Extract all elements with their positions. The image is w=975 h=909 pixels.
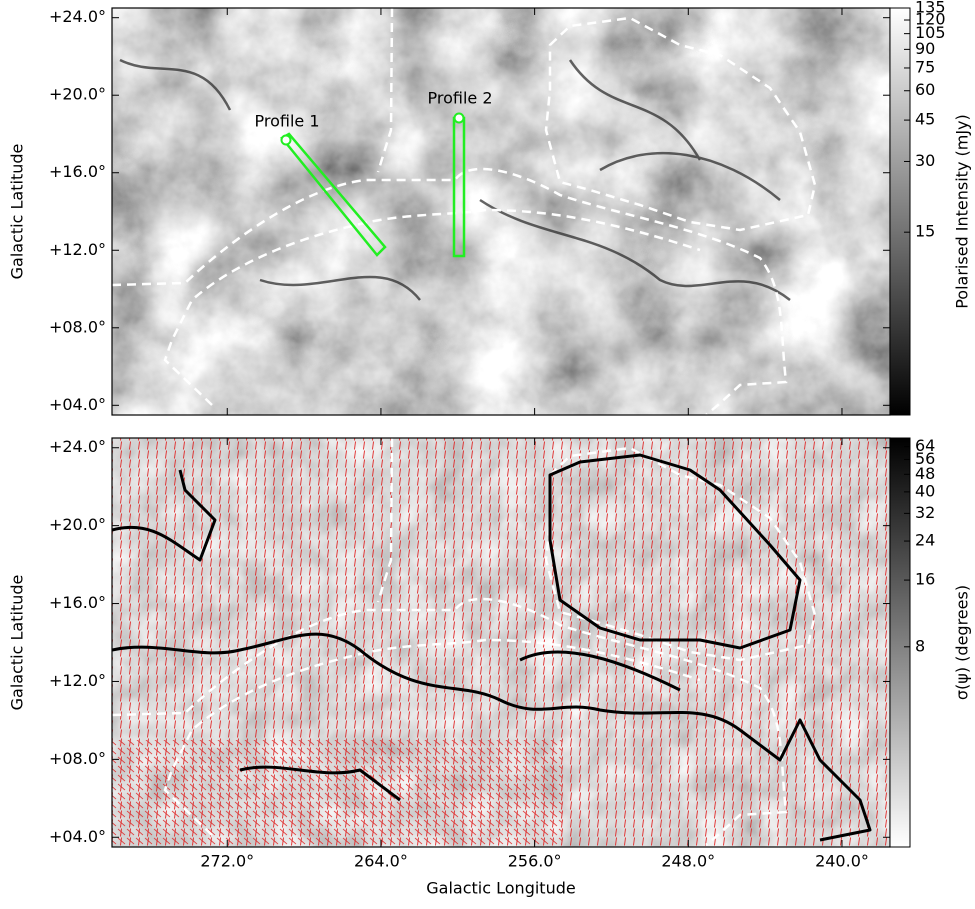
- annotation: Profile 1: [254, 112, 319, 131]
- y-tick-label: +12.0°: [49, 240, 106, 259]
- colorbar-tick-label: 75: [915, 57, 935, 76]
- colorbar-tick-label: 30: [915, 151, 935, 170]
- colorbar-tick-label: 135: [915, 0, 946, 17]
- x-axis-label: Galactic Longitude: [426, 879, 575, 898]
- colorbar: [889, 7, 911, 416]
- y-tick-label: +04.0°: [49, 395, 106, 414]
- x-tick-label: 240.0°: [815, 852, 869, 871]
- top-image: [112, 8, 890, 415]
- y-axis-label: Galactic Latitude: [8, 575, 27, 711]
- colorbar-label: σ(ψ) (degrees): [953, 585, 972, 700]
- y-tick-label: +24.0°: [49, 437, 106, 456]
- colorbar-tick-label: 120: [915, 10, 946, 29]
- y-tick-label: +20.0°: [49, 85, 106, 104]
- colorbar-tick-label: 32: [915, 503, 935, 522]
- colorbar-tick-label: 16: [915, 570, 935, 589]
- x-tick-label: 248.0°: [661, 852, 715, 871]
- colorbar-tick-label: 48: [915, 464, 935, 483]
- annotation: Profile 2: [427, 89, 492, 108]
- y-tick-label: +12.0°: [49, 671, 106, 690]
- y-tick-label: +20.0°: [49, 515, 106, 534]
- y-tick-label: +16.0°: [49, 162, 106, 181]
- x-tick-label: 256.0°: [508, 852, 562, 871]
- colorbar-tick-label: 15: [915, 222, 935, 241]
- y-axis-label: Galactic Latitude: [8, 144, 27, 280]
- colorbar-tick-label: 24: [915, 531, 935, 550]
- colorbar-label: Polarised Intensity (mJy): [953, 114, 972, 309]
- y-tick-label: +04.0°: [49, 827, 106, 846]
- colorbar-tick-label: 45: [915, 110, 935, 129]
- bottom-image: [112, 438, 890, 847]
- x-tick-label: 264.0°: [354, 852, 408, 871]
- x-tick-label: 272.0°: [200, 852, 254, 871]
- y-tick-label: +24.0°: [49, 7, 106, 26]
- colorbar-tick-label: 60: [915, 80, 935, 99]
- y-tick-label: +16.0°: [49, 593, 106, 612]
- y-tick-label: +08.0°: [49, 317, 106, 336]
- colorbar-tick-label: 64: [915, 436, 935, 455]
- colorbar-tick-label: 90: [915, 39, 935, 58]
- colorbar-tick-label: 105: [915, 23, 946, 42]
- colorbar-tick-label: 56: [915, 449, 935, 468]
- y-tick-label: +08.0°: [49, 749, 106, 768]
- colorbar-tick-label: 8: [915, 636, 925, 655]
- colorbar-tick-label: 40: [915, 481, 935, 500]
- colorbar: [889, 437, 911, 848]
